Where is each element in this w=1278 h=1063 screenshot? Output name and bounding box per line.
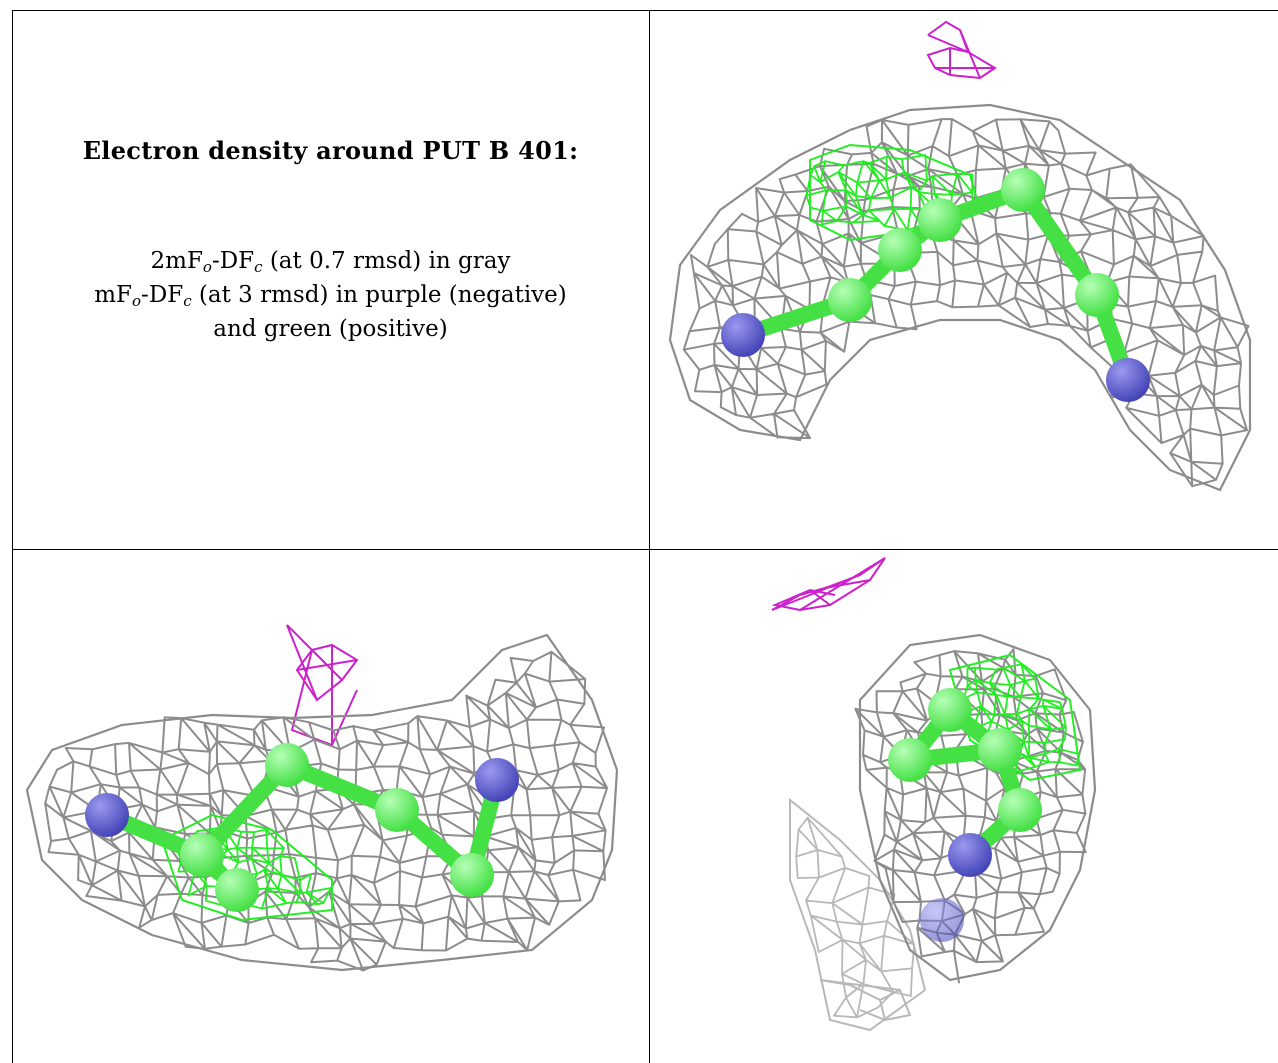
legend-line-gray: 2mFo-DFc (at 0.7 rmsd) in gray bbox=[150, 248, 511, 276]
nitrogen-atom bbox=[85, 793, 129, 837]
carbon-atom bbox=[1075, 273, 1119, 317]
border-middle bbox=[12, 549, 1278, 550]
molecule-view-3 bbox=[888, 688, 1042, 942]
nitrogen-atom bbox=[920, 898, 964, 942]
negative-density bbox=[286, 624, 359, 747]
negative-density bbox=[771, 557, 886, 612]
density-2fofc-mesh-back bbox=[789, 797, 927, 1032]
carbon-atom bbox=[375, 788, 419, 832]
carbon-atom bbox=[998, 788, 1042, 832]
carbon-atom bbox=[1001, 168, 1045, 212]
carbon-atom bbox=[928, 688, 972, 732]
density-view-2-image bbox=[25, 624, 619, 972]
border-center bbox=[649, 10, 650, 1063]
nitrogen-atom bbox=[1106, 358, 1150, 402]
density-view-3-image bbox=[771, 557, 1097, 1032]
border-top bbox=[12, 10, 1278, 11]
carbon-atom bbox=[215, 868, 259, 912]
carbon-atom bbox=[878, 228, 922, 272]
carbon-atom bbox=[828, 278, 872, 322]
carbon-atom bbox=[978, 728, 1022, 772]
molecule-view-2 bbox=[85, 743, 519, 912]
nitrogen-atom bbox=[721, 313, 765, 357]
density-view-1-image bbox=[668, 20, 1252, 492]
stray-density bbox=[819, 979, 912, 1022]
negative-density bbox=[926, 20, 997, 80]
carbon-atom bbox=[265, 743, 309, 787]
caption-title: Electron density around PUT B 401: bbox=[82, 136, 579, 165]
legend-line-purple: mFo-DFc (at 3 rmsd) in purple (negative) bbox=[94, 282, 567, 310]
border-left bbox=[12, 10, 13, 1063]
density-2fofc-mesh bbox=[668, 103, 1252, 492]
density-2fofc-mesh bbox=[854, 633, 1097, 984]
caption-cell: Electron density around PUT B 401: 2mFo-… bbox=[12, 10, 649, 549]
legend-line-green: and green (positive) bbox=[213, 316, 448, 342]
carbon-atom bbox=[918, 198, 962, 242]
carbon-atom bbox=[888, 738, 932, 782]
carbon-atom bbox=[180, 833, 224, 877]
density-view-3 bbox=[650, 550, 1278, 1063]
nitrogen-atom bbox=[948, 833, 992, 877]
density-view-2 bbox=[12, 550, 649, 1063]
carbon-atom bbox=[450, 853, 494, 897]
molecule-view-1 bbox=[721, 168, 1150, 402]
caption-legend: 2mFo-DFc (at 0.7 rmsd) in gray mFo-DFc (… bbox=[12, 244, 649, 346]
density-view-1 bbox=[650, 10, 1278, 549]
nitrogen-atom bbox=[475, 758, 519, 802]
